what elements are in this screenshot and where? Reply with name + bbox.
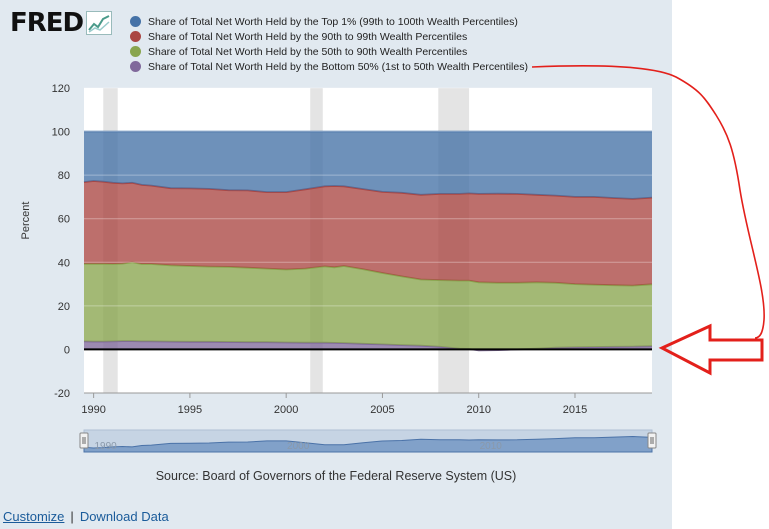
y-tick-label: 120 <box>52 83 70 95</box>
area-series-3 <box>84 181 652 286</box>
legend-label: Share of Total Net Worth Held by the Top… <box>148 15 518 28</box>
legend-item[interactable]: Share of Total Net Worth Held by the Top… <box>130 14 528 29</box>
y-tick-label: 80 <box>58 170 70 182</box>
legend: Share of Total Net Worth Held by the Top… <box>130 14 528 74</box>
y-tick-label: 40 <box>58 257 70 269</box>
navigator[interactable]: 1990 2000 2010 <box>79 429 657 453</box>
x-tick-label: 1990 <box>81 404 105 416</box>
y-tick-label: 20 <box>58 301 70 313</box>
navigator-tick-label: 1990 <box>95 441 118 452</box>
navigator-handle-left[interactable] <box>79 432 89 449</box>
y-tick-label: -20 <box>54 388 70 400</box>
legend-item[interactable]: Share of Total Net Worth Held by the 50t… <box>130 44 528 59</box>
link-separator: | <box>70 509 74 524</box>
navigator-tick-label: 2000 <box>287 441 310 452</box>
footer-links: Customize | Download Data <box>3 509 169 524</box>
x-tick-label: 2000 <box>274 404 298 416</box>
legend-marker-icon <box>130 31 141 42</box>
y-tick-label: 100 <box>52 127 70 139</box>
x-tick-label: 2015 <box>563 404 587 416</box>
legend-label: Share of Total Net Worth Held by the 50t… <box>148 45 468 58</box>
legend-label: Share of Total Net Worth Held by the 90t… <box>148 30 468 43</box>
fred-logo[interactable]: FRED <box>10 8 113 38</box>
customize-link[interactable]: Customize <box>3 509 65 524</box>
y-tick-label: 60 <box>58 214 70 226</box>
navigator-tick-label: 2010 <box>480 441 503 452</box>
legend-marker-icon <box>130 46 141 57</box>
y-tick-label: 0 <box>64 344 70 356</box>
navigator-handle-right[interactable] <box>647 432 657 449</box>
chart-panel: FRED Share of Total Net Worth Held by th… <box>0 0 672 529</box>
x-tick-label: 2005 <box>370 404 394 416</box>
fred-logo-text: FRED <box>10 8 84 38</box>
x-tick-label: 2010 <box>466 404 490 416</box>
legend-item[interactable]: Share of Total Net Worth Held by the Bot… <box>130 59 528 74</box>
area-series-2 <box>84 262 652 351</box>
navigator-series <box>83 435 653 453</box>
legend-item[interactable]: Share of Total Net Worth Held by the 90t… <box>130 29 528 44</box>
plot-area <box>83 88 653 393</box>
legend-label: Share of Total Net Worth Held by the Bot… <box>148 60 528 73</box>
source-note: Source: Board of Governors of the Federa… <box>155 469 517 483</box>
y-axis-label: Percent <box>20 202 32 240</box>
area-series-4 <box>84 131 652 199</box>
download-data-link[interactable]: Download Data <box>79 509 169 524</box>
legend-marker-icon <box>130 16 141 27</box>
x-tick-label: 1995 <box>178 404 202 416</box>
legend-marker-icon <box>130 61 141 72</box>
area-series-1 <box>84 341 652 351</box>
line-chart-icon <box>86 11 113 35</box>
